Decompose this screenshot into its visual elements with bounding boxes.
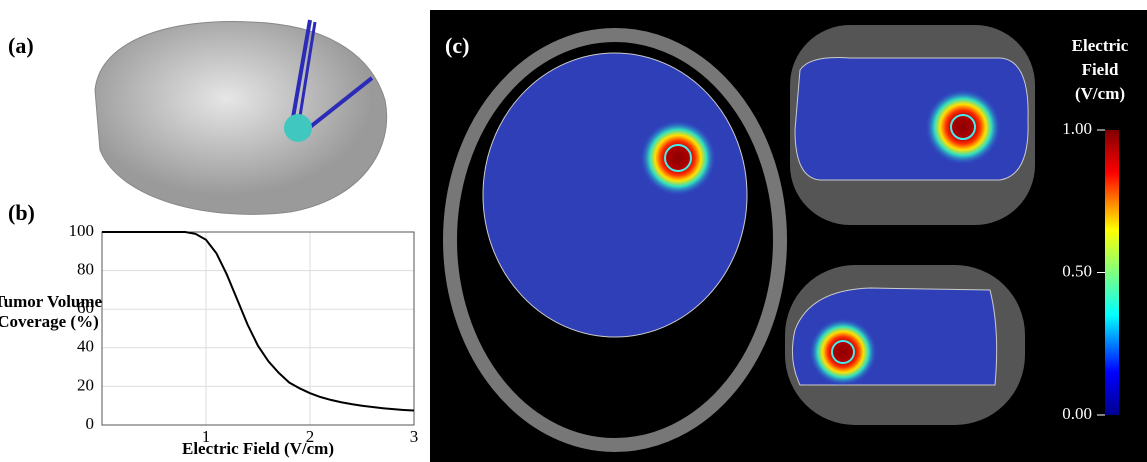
panel-label: (c) [445,33,469,58]
colorbar-title: Electric [1072,36,1129,55]
panel-label: (b) [8,200,35,225]
hotspot [809,318,877,386]
y-tick-label: 40 [77,337,94,356]
y-tick-label: 80 [77,260,94,279]
colorbar-title: Field [1082,60,1119,79]
figure: (a) (b) (c) 020406080100123Electric Fiel… [0,0,1147,462]
colorbar-tick-label: 0.50 [1062,261,1092,280]
brain-slice [483,53,747,337]
plot-frame [102,232,414,425]
x-tick-label: 3 [410,427,419,446]
hotspot [925,89,1001,165]
hotspot [640,120,716,196]
y-tick-label: 0 [86,414,95,433]
colorbar-tick-label: 1.00 [1062,119,1092,138]
panel-label: (a) [8,33,34,58]
colorbar-title: (V/cm) [1075,84,1125,103]
page: (a) (b) (c) 020406080100123Electric Fiel… [0,0,1147,462]
y-tick-label: 20 [77,375,94,394]
colorbar [1105,130,1119,415]
y-tick-label: 100 [69,221,95,240]
brain-render [95,22,387,215]
data-line [102,232,414,411]
tumor [284,114,312,142]
y-axis-label: Coverage (%) [0,312,99,331]
y-axis-label: Tumor Volume [0,292,103,311]
x-axis-label: Electric Field (V/cm) [182,439,334,458]
colorbar-tick-label: 0.00 [1062,404,1092,423]
